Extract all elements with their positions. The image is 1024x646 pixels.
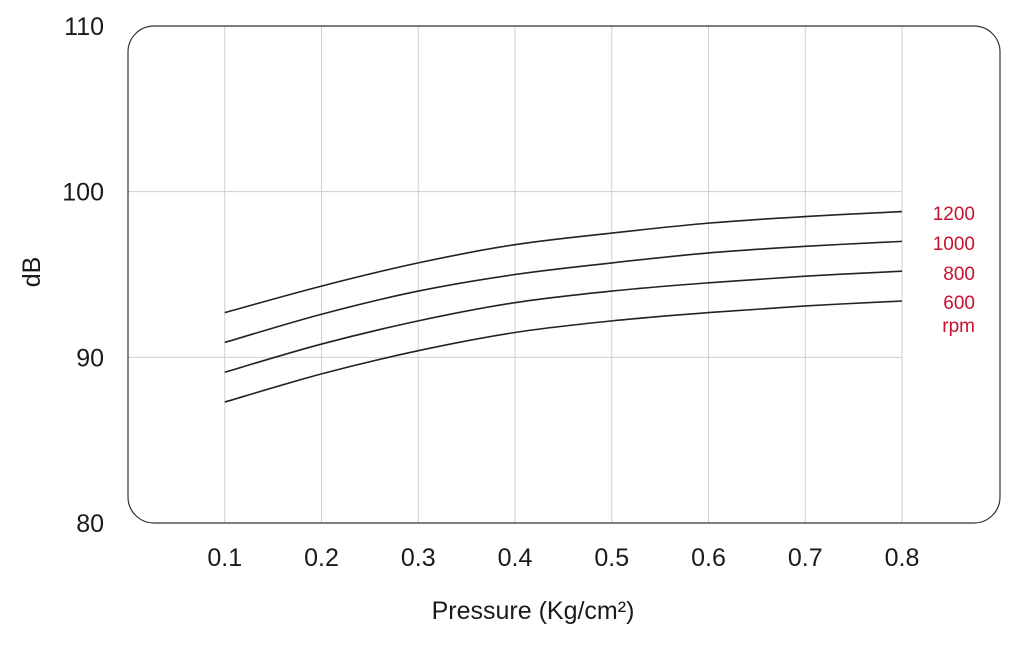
- series-label-600: 600: [943, 293, 975, 314]
- x-axis-title: Pressure (Kg/cm²): [432, 597, 635, 625]
- series-line-1000: [224, 240, 903, 344]
- y-tick-label: 80: [76, 510, 104, 538]
- series-lines: [224, 210, 903, 403]
- y-tick-label: 90: [76, 344, 104, 372]
- x-tick-label: 0.1: [207, 544, 242, 572]
- x-axis-ticks: 0.1 0.2 0.3 0.4 0.5 0.6 0.7 0.8: [207, 544, 919, 572]
- x-tick-label: 0.3: [401, 544, 436, 572]
- series-label-800: 800: [943, 264, 975, 285]
- series-label-1200: 1200: [933, 204, 975, 225]
- series-line-1200: [224, 210, 903, 314]
- series-line-600: [224, 300, 903, 403]
- x-tick-label: 0.6: [691, 544, 726, 572]
- x-tick-label: 0.5: [594, 544, 629, 572]
- y-axis-ticks: 80 90 100 110: [62, 13, 104, 538]
- plot-frame: [127, 25, 1001, 524]
- grid: [128, 26, 903, 523]
- x-tick-label: 0.8: [885, 544, 920, 572]
- series-label-1000: 1000: [933, 234, 975, 255]
- y-tick-label: 100: [62, 179, 104, 207]
- series-line-800: [224, 270, 903, 374]
- y-tick-label: 110: [64, 13, 104, 41]
- x-tick-label: 0.7: [788, 544, 823, 572]
- y-axis-title: dB: [18, 257, 46, 288]
- x-tick-label: 0.2: [304, 544, 339, 572]
- x-tick-label: 0.4: [498, 544, 533, 572]
- series-unit-label: rpm: [942, 316, 975, 337]
